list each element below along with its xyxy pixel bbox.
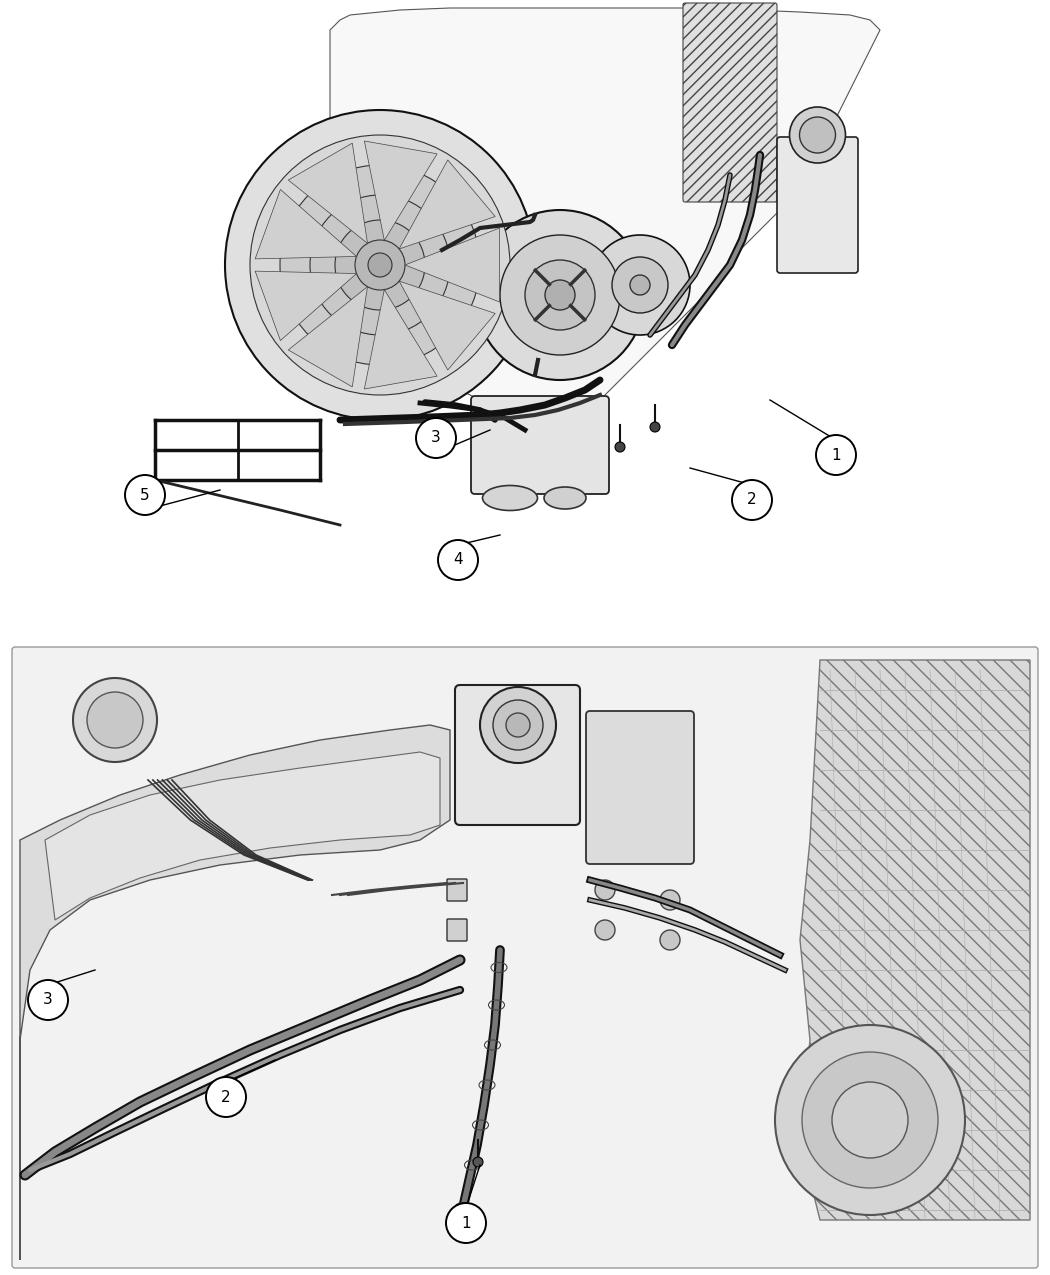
Circle shape bbox=[775, 1025, 965, 1215]
Circle shape bbox=[832, 1082, 908, 1158]
Circle shape bbox=[816, 435, 856, 476]
Polygon shape bbox=[255, 272, 357, 340]
Circle shape bbox=[802, 1052, 938, 1188]
Polygon shape bbox=[289, 287, 367, 386]
Circle shape bbox=[525, 260, 595, 330]
Circle shape bbox=[660, 890, 680, 910]
Circle shape bbox=[660, 929, 680, 950]
Circle shape bbox=[494, 700, 543, 750]
Circle shape bbox=[206, 1077, 246, 1117]
Circle shape bbox=[280, 164, 480, 365]
Polygon shape bbox=[330, 8, 880, 419]
FancyBboxPatch shape bbox=[455, 685, 580, 825]
FancyBboxPatch shape bbox=[777, 136, 858, 273]
FancyBboxPatch shape bbox=[12, 646, 1038, 1269]
Circle shape bbox=[790, 107, 845, 163]
Circle shape bbox=[87, 692, 143, 748]
Circle shape bbox=[590, 235, 690, 335]
FancyBboxPatch shape bbox=[471, 397, 609, 493]
Polygon shape bbox=[364, 289, 437, 389]
Circle shape bbox=[74, 678, 158, 762]
Circle shape bbox=[125, 476, 165, 515]
Polygon shape bbox=[364, 142, 437, 241]
Circle shape bbox=[368, 252, 392, 277]
Polygon shape bbox=[45, 752, 440, 921]
Ellipse shape bbox=[483, 486, 538, 510]
Circle shape bbox=[355, 240, 405, 289]
Circle shape bbox=[480, 687, 556, 762]
Circle shape bbox=[28, 980, 68, 1020]
Text: 2: 2 bbox=[748, 492, 757, 507]
Text: 5: 5 bbox=[141, 487, 150, 502]
Circle shape bbox=[225, 110, 536, 419]
Text: 1: 1 bbox=[832, 448, 841, 463]
Circle shape bbox=[545, 280, 575, 310]
Polygon shape bbox=[20, 725, 450, 1260]
Circle shape bbox=[630, 275, 650, 295]
Circle shape bbox=[506, 713, 530, 737]
Circle shape bbox=[335, 221, 425, 310]
Text: 4: 4 bbox=[454, 552, 463, 567]
Ellipse shape bbox=[544, 487, 586, 509]
Polygon shape bbox=[255, 190, 357, 259]
FancyBboxPatch shape bbox=[586, 711, 694, 864]
Text: 3: 3 bbox=[432, 431, 441, 445]
Circle shape bbox=[650, 422, 660, 432]
FancyBboxPatch shape bbox=[682, 3, 777, 201]
Circle shape bbox=[595, 880, 615, 900]
Circle shape bbox=[250, 135, 510, 395]
Circle shape bbox=[612, 258, 668, 312]
Polygon shape bbox=[289, 143, 367, 244]
Polygon shape bbox=[399, 159, 496, 249]
Circle shape bbox=[595, 921, 615, 940]
Text: 2: 2 bbox=[222, 1090, 231, 1104]
Circle shape bbox=[310, 195, 450, 335]
Circle shape bbox=[416, 418, 456, 458]
Circle shape bbox=[438, 541, 478, 580]
Text: 1: 1 bbox=[461, 1215, 470, 1230]
FancyBboxPatch shape bbox=[447, 878, 467, 901]
Text: 3: 3 bbox=[43, 992, 53, 1007]
FancyBboxPatch shape bbox=[447, 919, 467, 941]
Circle shape bbox=[500, 235, 620, 354]
Circle shape bbox=[446, 1204, 486, 1243]
Circle shape bbox=[732, 479, 772, 520]
Circle shape bbox=[615, 442, 625, 453]
Circle shape bbox=[472, 1156, 483, 1167]
Polygon shape bbox=[800, 660, 1030, 1220]
Polygon shape bbox=[405, 228, 500, 302]
Polygon shape bbox=[399, 280, 496, 370]
Circle shape bbox=[475, 210, 645, 380]
Circle shape bbox=[799, 117, 836, 153]
